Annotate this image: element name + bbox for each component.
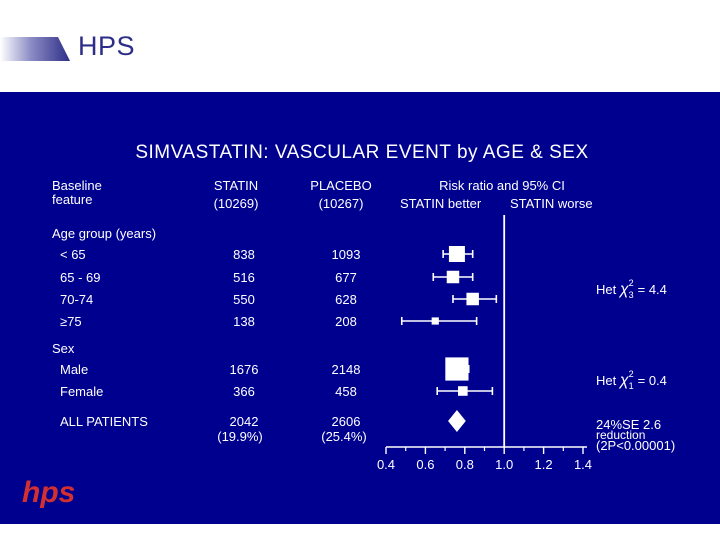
col-feature-line2: feature [52, 192, 92, 207]
het-age-prefix: Het [596, 282, 620, 297]
x-tick-label: 0.8 [456, 457, 474, 472]
x-axis: 0.4 0.6 0.8 1.0 1.2 1.4 [377, 215, 592, 472]
het-sex-annotation: Het χ2 1 = 0.4 [596, 369, 667, 391]
statin-count: 366 [233, 384, 255, 399]
chart-title: SIMVASTATIN: VASCULAR EVENT by AGE & SEX [135, 142, 588, 163]
x-tick-label: 1.2 [535, 457, 553, 472]
het-age-chi: χ [618, 281, 629, 298]
het-sex-sub: 1 [629, 381, 634, 391]
reduction-line2: reduction [596, 428, 645, 442]
col-statin-better: STATIN better [400, 196, 482, 211]
slide: SIMVASTATIN: VASCULAR EVENT by AGE & SEX… [0, 92, 720, 524]
statin-count: 1676 [230, 362, 259, 377]
row-label: 65 - 69 [60, 270, 100, 285]
col-statin-line2: (10269) [214, 196, 259, 211]
row-label: Female [60, 384, 103, 399]
het-age-sub: 3 [629, 290, 634, 300]
point-estimate [431, 317, 439, 325]
row-label: < 65 [60, 247, 86, 262]
col-feature-line1: Baseline [52, 178, 102, 193]
col-placebo-line2: (10267) [319, 196, 364, 211]
forest-rows: Age group (years) < 65 838 1093 65 - 69 516 67… [52, 226, 498, 444]
header: HPS [0, 0, 720, 92]
header-title: HPS [78, 31, 136, 61]
statin-count: 2042 [230, 414, 259, 429]
point-estimate [445, 357, 469, 381]
placebo-count: 628 [335, 292, 357, 307]
placebo-count: 1093 [332, 247, 361, 262]
x-tick-label: 0.6 [416, 457, 434, 472]
header-accent-bar [0, 37, 70, 61]
col-statin-worse: STATIN worse [510, 196, 593, 211]
hps-logo: hps [22, 476, 75, 509]
point-estimate [448, 246, 465, 262]
reduction-line3: (2P<0.00001) [596, 438, 675, 453]
row-label: 70-74 [60, 292, 93, 307]
statin-count: 516 [233, 270, 255, 285]
het-age-sup: 2 [629, 278, 634, 288]
bottom-strip [0, 524, 720, 540]
statin-count: 550 [233, 292, 255, 307]
het-sex-sup: 2 [629, 369, 634, 379]
statin-percent: (19.9%) [217, 429, 263, 444]
x-tick-label: 1.0 [495, 457, 513, 472]
diamond-marker [448, 410, 466, 432]
placebo-percent: (25.4%) [321, 429, 367, 444]
het-age-value: = 4.4 [638, 282, 667, 297]
het-sex-prefix: Het [596, 373, 620, 388]
total-label: ALL PATIENTS [60, 414, 148, 429]
col-statin-line1: STATIN [214, 178, 258, 193]
placebo-count: 458 [335, 384, 357, 399]
het-age-annotation: Het χ2 3 = 4.4 [596, 278, 667, 300]
x-tick-label: 1.4 [574, 457, 592, 472]
point-estimate [466, 292, 479, 306]
placebo-count: 2606 [332, 414, 361, 429]
point-estimate [446, 270, 460, 284]
col-placebo-line1: PLACEBO [310, 178, 371, 193]
reduction-line1: 24%SE 2.6 [596, 417, 661, 432]
forest-plot: SIMVASTATIN: VASCULAR EVENT by AGE & SEX… [22, 142, 675, 509]
statin-count: 138 [233, 314, 255, 329]
het-sex-value: = 0.4 [638, 373, 667, 388]
group-header: Age group (years) [52, 226, 156, 241]
row-label: Male [60, 362, 88, 377]
het-sex-chi: χ [618, 372, 629, 389]
x-tick-label: 0.4 [377, 457, 395, 472]
row-label: ≥75 [60, 314, 82, 329]
placebo-count: 677 [335, 270, 357, 285]
statin-count: 838 [233, 247, 255, 262]
placebo-count: 2148 [332, 362, 361, 377]
group-header: Sex [52, 341, 75, 356]
col-risk-ratio: Risk ratio and 95% CI [439, 178, 565, 193]
placebo-count: 208 [335, 314, 357, 329]
point-estimate [458, 386, 468, 396]
